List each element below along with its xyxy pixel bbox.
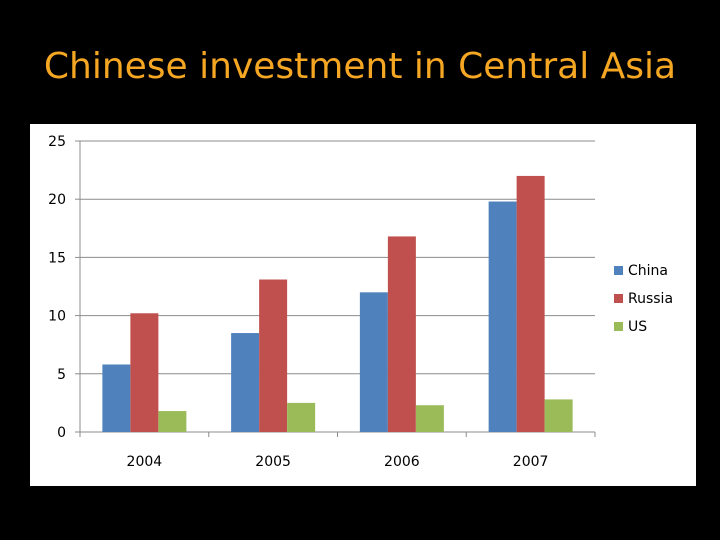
legend-label-china: China — [628, 263, 668, 279]
legend-label-us: US — [628, 319, 647, 335]
bar-china-2007 — [488, 201, 517, 432]
slide-title: Chinese investment in Central Asia — [43, 46, 677, 87]
bar-us-2006 — [415, 405, 444, 432]
bar-us-2004 — [158, 411, 187, 432]
legend-swatch-china — [614, 266, 623, 275]
bar-china-2005 — [231, 333, 260, 432]
legend-swatch-us — [614, 322, 623, 331]
bar-russia-2006 — [387, 236, 416, 432]
x-tick-label: 2004 — [127, 454, 163, 470]
y-tick-label: 5 — [57, 367, 66, 383]
bar-us-2007 — [544, 399, 573, 432]
bar-russia-2005 — [259, 279, 288, 432]
bar-chart: 0 5 10 15 20 25 2004 2005 2006 2007 China Russia US — [48, 134, 673, 470]
bar-russia-2004 — [130, 313, 159, 432]
source-citation: Source: East Asia Policy, OCT-DEC 2009 — [128, 497, 405, 513]
chart-panel: 0 5 10 15 20 25 2004 2005 2006 2007 China Russia US — [30, 124, 696, 486]
x-tick-label: 2005 — [255, 454, 291, 470]
y-tick-label: 15 — [48, 250, 66, 266]
y-tick-label: 0 — [57, 425, 66, 441]
bar-russia-2007 — [516, 175, 545, 433]
x-tick-label: 2006 — [384, 454, 420, 470]
y-tick-label: 25 — [48, 134, 66, 150]
y-tick-label: 10 — [48, 309, 66, 325]
legend-label-russia: Russia — [628, 291, 673, 307]
bar-china-2006 — [359, 292, 388, 432]
x-tick-label: 2007 — [513, 454, 549, 470]
bar-us-2005 — [287, 402, 316, 432]
bar-china-2004 — [102, 364, 131, 432]
y-tick-label: 20 — [48, 192, 66, 208]
legend-swatch-russia — [614, 294, 623, 303]
